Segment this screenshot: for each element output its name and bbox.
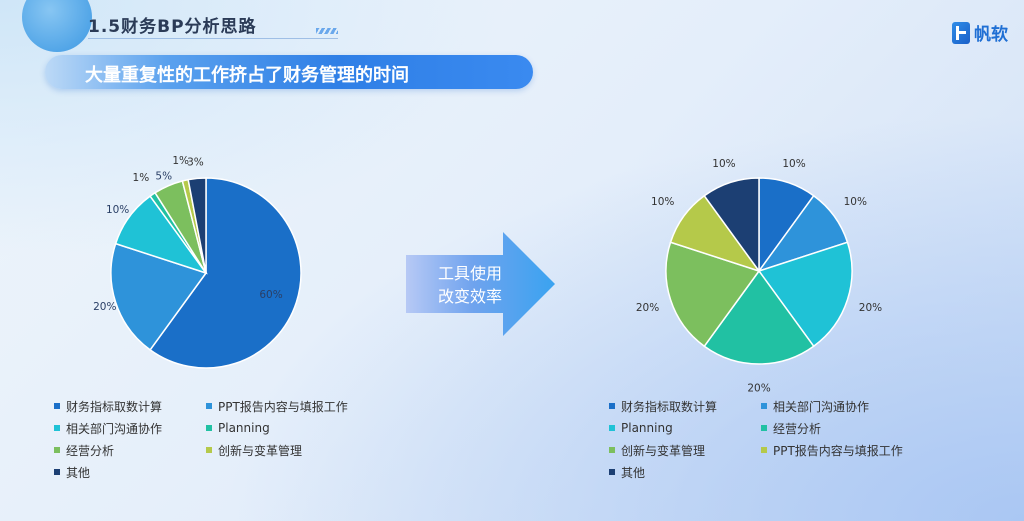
arrow-label: 工具使用 改变效率: [425, 262, 515, 308]
title-banner: [45, 55, 533, 89]
arrow-label-line-1: 工具使用: [437, 264, 502, 283]
data-label: 10%: [651, 196, 674, 208]
legend-swatch: [761, 425, 767, 431]
legend-label: 财务指标取数计算: [66, 399, 163, 414]
legend-swatch: [54, 447, 60, 453]
data-label: 1%: [172, 155, 189, 167]
legend-swatch: [54, 425, 60, 431]
legend-label: Planning: [621, 421, 673, 435]
pie-slice: [665, 241, 761, 348]
stripe-decoration: [316, 28, 338, 34]
section-underline: [88, 38, 338, 39]
legend-item: 创新与变革管理: [206, 441, 366, 459]
legend-label: 创新与变革管理: [621, 443, 706, 458]
legend-swatch: [761, 403, 767, 409]
legend-item: 经营分析: [761, 419, 921, 437]
legend-label: 相关部门沟通协作: [66, 421, 163, 436]
data-label: 10%: [844, 196, 867, 208]
legend-swatch: [609, 425, 615, 431]
page-title: 大量重复性的工作挤占了财务管理的时间: [85, 65, 409, 86]
legend-item: 相关部门沟通协作: [761, 397, 921, 415]
data-label: 5%: [155, 170, 172, 182]
legend-label: 财务指标取数计算: [621, 399, 718, 414]
legend-item: Planning: [609, 419, 761, 437]
legend-item: 创新与变革管理: [609, 441, 761, 459]
legend-item: 其他: [54, 463, 206, 481]
brand-logo: 帆软: [952, 20, 1008, 45]
legend-before: 财务指标取数计算 PPT报告内容与填报工作相关部门沟通协作 Planning 经营分析…: [54, 397, 366, 481]
pie-chart-before: 60%20%10%1% 5%1%3%: [93, 155, 302, 369]
pie-slice: [187, 177, 207, 274]
data-label: 1%: [133, 172, 150, 184]
data-label: 60%: [259, 289, 282, 301]
legend-label: Planning: [218, 421, 270, 435]
data-label: 10%: [782, 158, 805, 170]
fanruan-logo-icon: [952, 21, 970, 44]
legend-label: 经营分析: [66, 443, 115, 458]
legend-swatch: [54, 403, 60, 409]
legend-label: 相关部门沟通协作: [773, 399, 870, 414]
legend-swatch: [206, 447, 212, 453]
legend-label: 其他: [621, 465, 646, 480]
legend-swatch: [609, 447, 615, 453]
legend-item: PPT报告内容与填报工作: [761, 441, 921, 459]
right-arrow-icon: [406, 232, 555, 336]
legend-item: Planning: [206, 419, 366, 437]
data-label: 20%: [93, 301, 116, 313]
legend-swatch: [609, 403, 615, 409]
legend-label: PPT报告内容与填报工作: [773, 443, 903, 458]
legend-label: 其他: [66, 465, 91, 480]
pie-slice: [149, 177, 302, 369]
legend-label: 创新与变革管理: [218, 443, 303, 458]
pie-chart-after: 10% 10% 20% 20% 20% 10% 10%: [636, 158, 882, 394]
legend-label: PPT报告内容与填报工作: [218, 399, 348, 414]
logo-text: 帆软: [974, 25, 1008, 45]
legend-swatch: [609, 469, 615, 475]
legend-after: 财务指标取数计算 相关部门沟通协作 Planning 经营分析创新与变革管理 PPT报告…: [609, 397, 921, 481]
legend-item: PPT报告内容与填报工作: [206, 397, 366, 415]
pie-slice: [703, 269, 815, 365]
data-label: 10%: [712, 158, 735, 170]
data-label: 3%: [187, 156, 204, 168]
legend-item: 其他: [609, 463, 761, 481]
legend-swatch: [206, 403, 212, 409]
legend-item: 财务指标取数计算: [609, 397, 761, 415]
legend-swatch: [206, 425, 212, 431]
arrow-label-line-2: 改变效率: [437, 287, 502, 306]
data-label: 20%: [747, 382, 770, 394]
pie-slice: [703, 177, 760, 274]
data-label: 20%: [859, 302, 882, 314]
legend-label: 经营分析: [773, 421, 822, 436]
legend-item: 经营分析: [54, 441, 206, 459]
section-label: 1.5财务BP分析思路: [88, 17, 257, 37]
data-label: 20%: [636, 302, 659, 314]
legend-swatch: [761, 447, 767, 453]
legend-swatch: [54, 469, 60, 475]
pie-slice: [110, 242, 208, 351]
pie-slice: [757, 241, 853, 348]
data-label: 10%: [106, 204, 129, 216]
legend-item: 财务指标取数计算: [54, 397, 206, 415]
legend-item: 相关部门沟通协作: [54, 419, 206, 437]
